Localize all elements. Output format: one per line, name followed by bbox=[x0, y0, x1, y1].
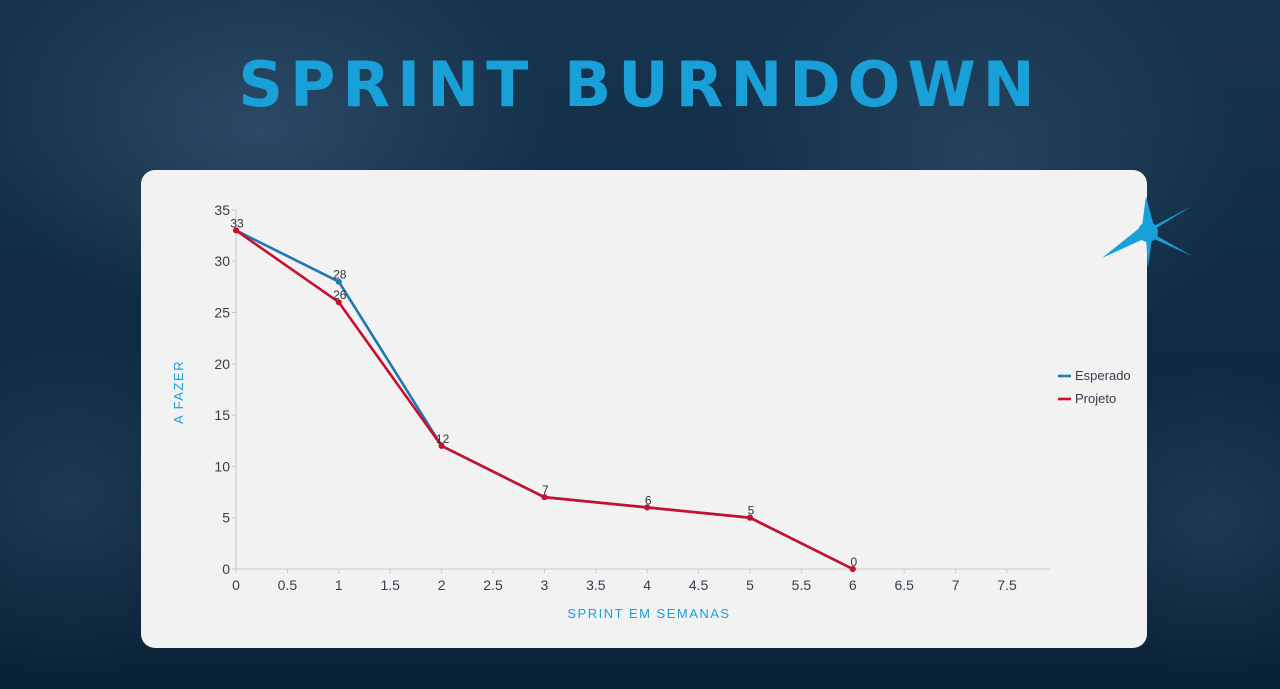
x-tick-label: 5 bbox=[746, 577, 754, 593]
y-tick-label: 30 bbox=[214, 253, 230, 269]
legend-label-projeto: Projeto bbox=[1075, 391, 1116, 406]
chart-card: 0 5 10 15 20 25 30 35 0 0.5 1 1.5 2 2.5 3 3.5 4 4.5 5 5.5 6… bbox=[141, 170, 1147, 648]
page-title: SPRINT BURNDOWN bbox=[238, 48, 1042, 121]
data-label: 0 bbox=[850, 555, 857, 569]
x-tick-label: 4.5 bbox=[689, 577, 709, 593]
data-labels: 33 28 26 12 7 6 5 0 bbox=[230, 216, 857, 569]
y-tick-labels: 0 5 10 15 20 25 30 35 bbox=[214, 202, 236, 577]
data-point-projeto bbox=[541, 494, 548, 501]
x-tick-label: 4 bbox=[643, 577, 651, 593]
y-tick-label: 15 bbox=[214, 407, 230, 423]
x-tick-labels: 0 0.5 1 1.5 2 2.5 3 3.5 4 4.5 5 5.5 6 6.5 7 7.5 bbox=[232, 569, 1017, 593]
chart-axes bbox=[235, 210, 1050, 570]
data-label: 5 bbox=[748, 504, 755, 518]
data-label: 28 bbox=[333, 268, 347, 282]
data-point-projeto bbox=[849, 566, 856, 572]
data-label: 33 bbox=[230, 216, 244, 230]
x-tick-label: 5.5 bbox=[792, 577, 812, 593]
x-tick-label: 6 bbox=[849, 577, 857, 593]
y-tick-label: 10 bbox=[214, 458, 230, 474]
x-tick-label: 0 bbox=[232, 577, 240, 593]
data-point-projeto bbox=[644, 504, 651, 511]
data-point-projeto bbox=[438, 442, 445, 449]
data-point-esperado bbox=[335, 278, 342, 285]
sparkle-icon bbox=[1102, 196, 1192, 268]
x-tick-label: 2.5 bbox=[483, 577, 503, 593]
series-line-esperado bbox=[235, 229, 854, 571]
data-point-projeto bbox=[335, 299, 342, 306]
data-point-projeto bbox=[747, 514, 753, 521]
y-tick-label: 0 bbox=[222, 561, 230, 577]
x-tick-label: 7 bbox=[952, 577, 960, 593]
y-tick-label: 35 bbox=[214, 202, 230, 218]
data-label: 6 bbox=[645, 493, 652, 507]
data-label: 26 bbox=[333, 288, 347, 302]
x-tick-label: 3 bbox=[541, 577, 549, 593]
x-tick-label: 7.5 bbox=[997, 577, 1017, 593]
y-tick-label: 5 bbox=[222, 510, 230, 526]
y-axis-title: A FAZER bbox=[171, 360, 186, 424]
x-axis-title: SPRINT EM SEMANAS bbox=[567, 606, 730, 621]
data-label: 7 bbox=[542, 483, 549, 497]
burndown-chart: 0 5 10 15 20 25 30 35 0 0.5 1 1.5 2 2.5 3 3.5 4 4.5 5 5.5 6… bbox=[171, 202, 1131, 621]
chart-series bbox=[233, 227, 856, 572]
y-tick-label: 20 bbox=[214, 356, 230, 372]
series-line-projeto bbox=[235, 229, 854, 571]
y-tick-label: 25 bbox=[214, 305, 230, 321]
x-tick-label: 3.5 bbox=[586, 577, 606, 593]
legend-label-esperado: Esperado bbox=[1075, 368, 1131, 383]
data-label: 12 bbox=[436, 432, 450, 446]
x-tick-label: 2 bbox=[438, 577, 446, 593]
chart-legend: Esperado Projeto bbox=[1058, 368, 1131, 406]
x-tick-label: 1.5 bbox=[380, 577, 400, 593]
x-tick-label: 0.5 bbox=[278, 577, 298, 593]
x-tick-label: 1 bbox=[335, 577, 343, 593]
data-point-projeto bbox=[233, 227, 239, 234]
x-tick-label: 6.5 bbox=[894, 577, 914, 593]
